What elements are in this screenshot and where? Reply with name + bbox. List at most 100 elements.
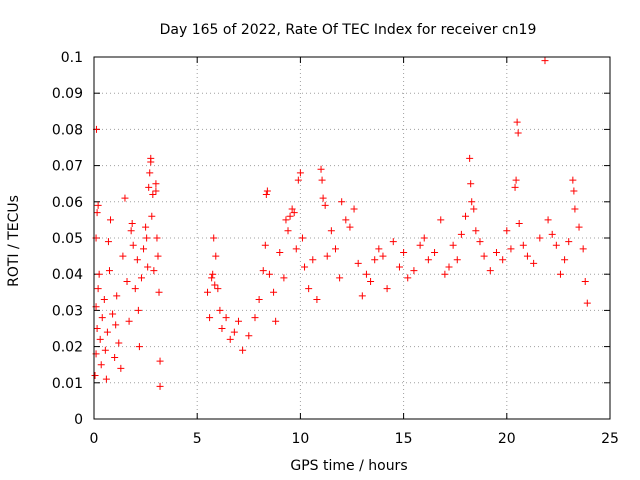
data-point <box>313 296 321 304</box>
data-point <box>437 216 445 224</box>
data-point <box>119 252 127 260</box>
data-point <box>449 241 457 249</box>
data-point <box>389 238 397 246</box>
data-point <box>480 252 488 260</box>
data-point <box>298 234 306 242</box>
data-point <box>155 288 163 296</box>
data-point <box>147 158 155 166</box>
data-point <box>276 248 284 256</box>
data-point <box>286 212 294 220</box>
data-point <box>570 187 578 195</box>
chart-title: Day 165 of 2022, Rate Of TEC Index for r… <box>160 22 537 38</box>
data-point <box>420 234 428 242</box>
x-tick-label: 10 <box>291 431 309 447</box>
grid-lines <box>94 57 610 419</box>
data-point <box>128 220 136 228</box>
data-point <box>569 176 577 184</box>
data-point <box>100 296 108 304</box>
data-point <box>579 245 587 253</box>
data-point <box>210 234 218 242</box>
data-point <box>261 241 269 249</box>
data-point <box>153 234 161 242</box>
data-point <box>467 180 475 188</box>
data-point <box>145 183 153 191</box>
data-point <box>514 129 522 137</box>
data-point <box>107 216 115 224</box>
data-point <box>135 343 143 351</box>
data-point <box>206 314 214 322</box>
y-tick-label: 0.07 <box>52 159 83 175</box>
data-point <box>111 353 119 361</box>
data-point <box>129 241 137 249</box>
y-tick-label: 0.01 <box>52 376 83 392</box>
data-point <box>583 299 591 307</box>
data-point <box>245 332 253 340</box>
y-tick-label: 0.03 <box>52 303 83 319</box>
data-point <box>321 201 329 209</box>
x-tick-label: 25 <box>601 431 619 447</box>
data-point <box>404 274 412 282</box>
data-point <box>383 285 391 293</box>
data-point <box>309 256 317 264</box>
data-point <box>259 267 267 275</box>
data-point <box>318 176 326 184</box>
data-point <box>296 169 304 177</box>
data-point <box>323 252 331 260</box>
data-point <box>503 227 511 235</box>
data-point <box>395 263 403 271</box>
data-point <box>95 270 103 278</box>
data-point <box>486 267 494 275</box>
data-point <box>214 285 222 293</box>
data-point <box>133 256 141 264</box>
data-point <box>523 252 531 260</box>
data-point <box>255 296 263 304</box>
data-point <box>115 339 123 347</box>
data-point <box>338 198 346 206</box>
data-point <box>492 248 500 256</box>
data-point <box>127 227 135 235</box>
data-point <box>140 245 148 253</box>
data-point <box>462 212 470 220</box>
data-point <box>105 267 113 275</box>
data-point <box>327 227 335 235</box>
data-point <box>104 238 112 246</box>
data-point <box>97 361 105 369</box>
data-point <box>379 252 387 260</box>
data-point <box>367 277 375 285</box>
data-point <box>152 187 160 195</box>
data-point <box>466 154 474 162</box>
data-point <box>375 245 383 253</box>
data-point <box>284 227 292 235</box>
x-tick-label: 0 <box>90 431 99 447</box>
data-point <box>263 187 271 195</box>
data-point <box>234 317 242 325</box>
data-point <box>305 285 313 293</box>
data-point <box>98 314 106 322</box>
data-point <box>262 191 270 199</box>
data-point <box>142 223 150 231</box>
data-point <box>362 270 370 278</box>
plot-frame <box>93 56 611 420</box>
data-point <box>272 317 280 325</box>
data-point <box>102 375 110 383</box>
data-point <box>230 328 238 336</box>
data-point <box>239 346 247 354</box>
data-point <box>511 183 519 191</box>
data-point <box>113 292 121 300</box>
data-point <box>222 314 230 322</box>
data-point <box>457 230 465 238</box>
data-point <box>251 314 259 322</box>
data-point <box>143 234 151 242</box>
data-point <box>541 57 549 65</box>
data-point <box>131 285 139 293</box>
y-tick-label: 0.1 <box>61 50 83 66</box>
data-point <box>149 191 157 199</box>
data-point <box>476 238 484 246</box>
data-point <box>93 325 101 332</box>
data-point <box>400 248 408 256</box>
y-tick-label: 0.02 <box>52 340 83 356</box>
y-tick-label: 0 <box>74 412 83 428</box>
data-point <box>507 245 515 253</box>
data-point <box>204 288 212 296</box>
data-point <box>125 317 133 325</box>
